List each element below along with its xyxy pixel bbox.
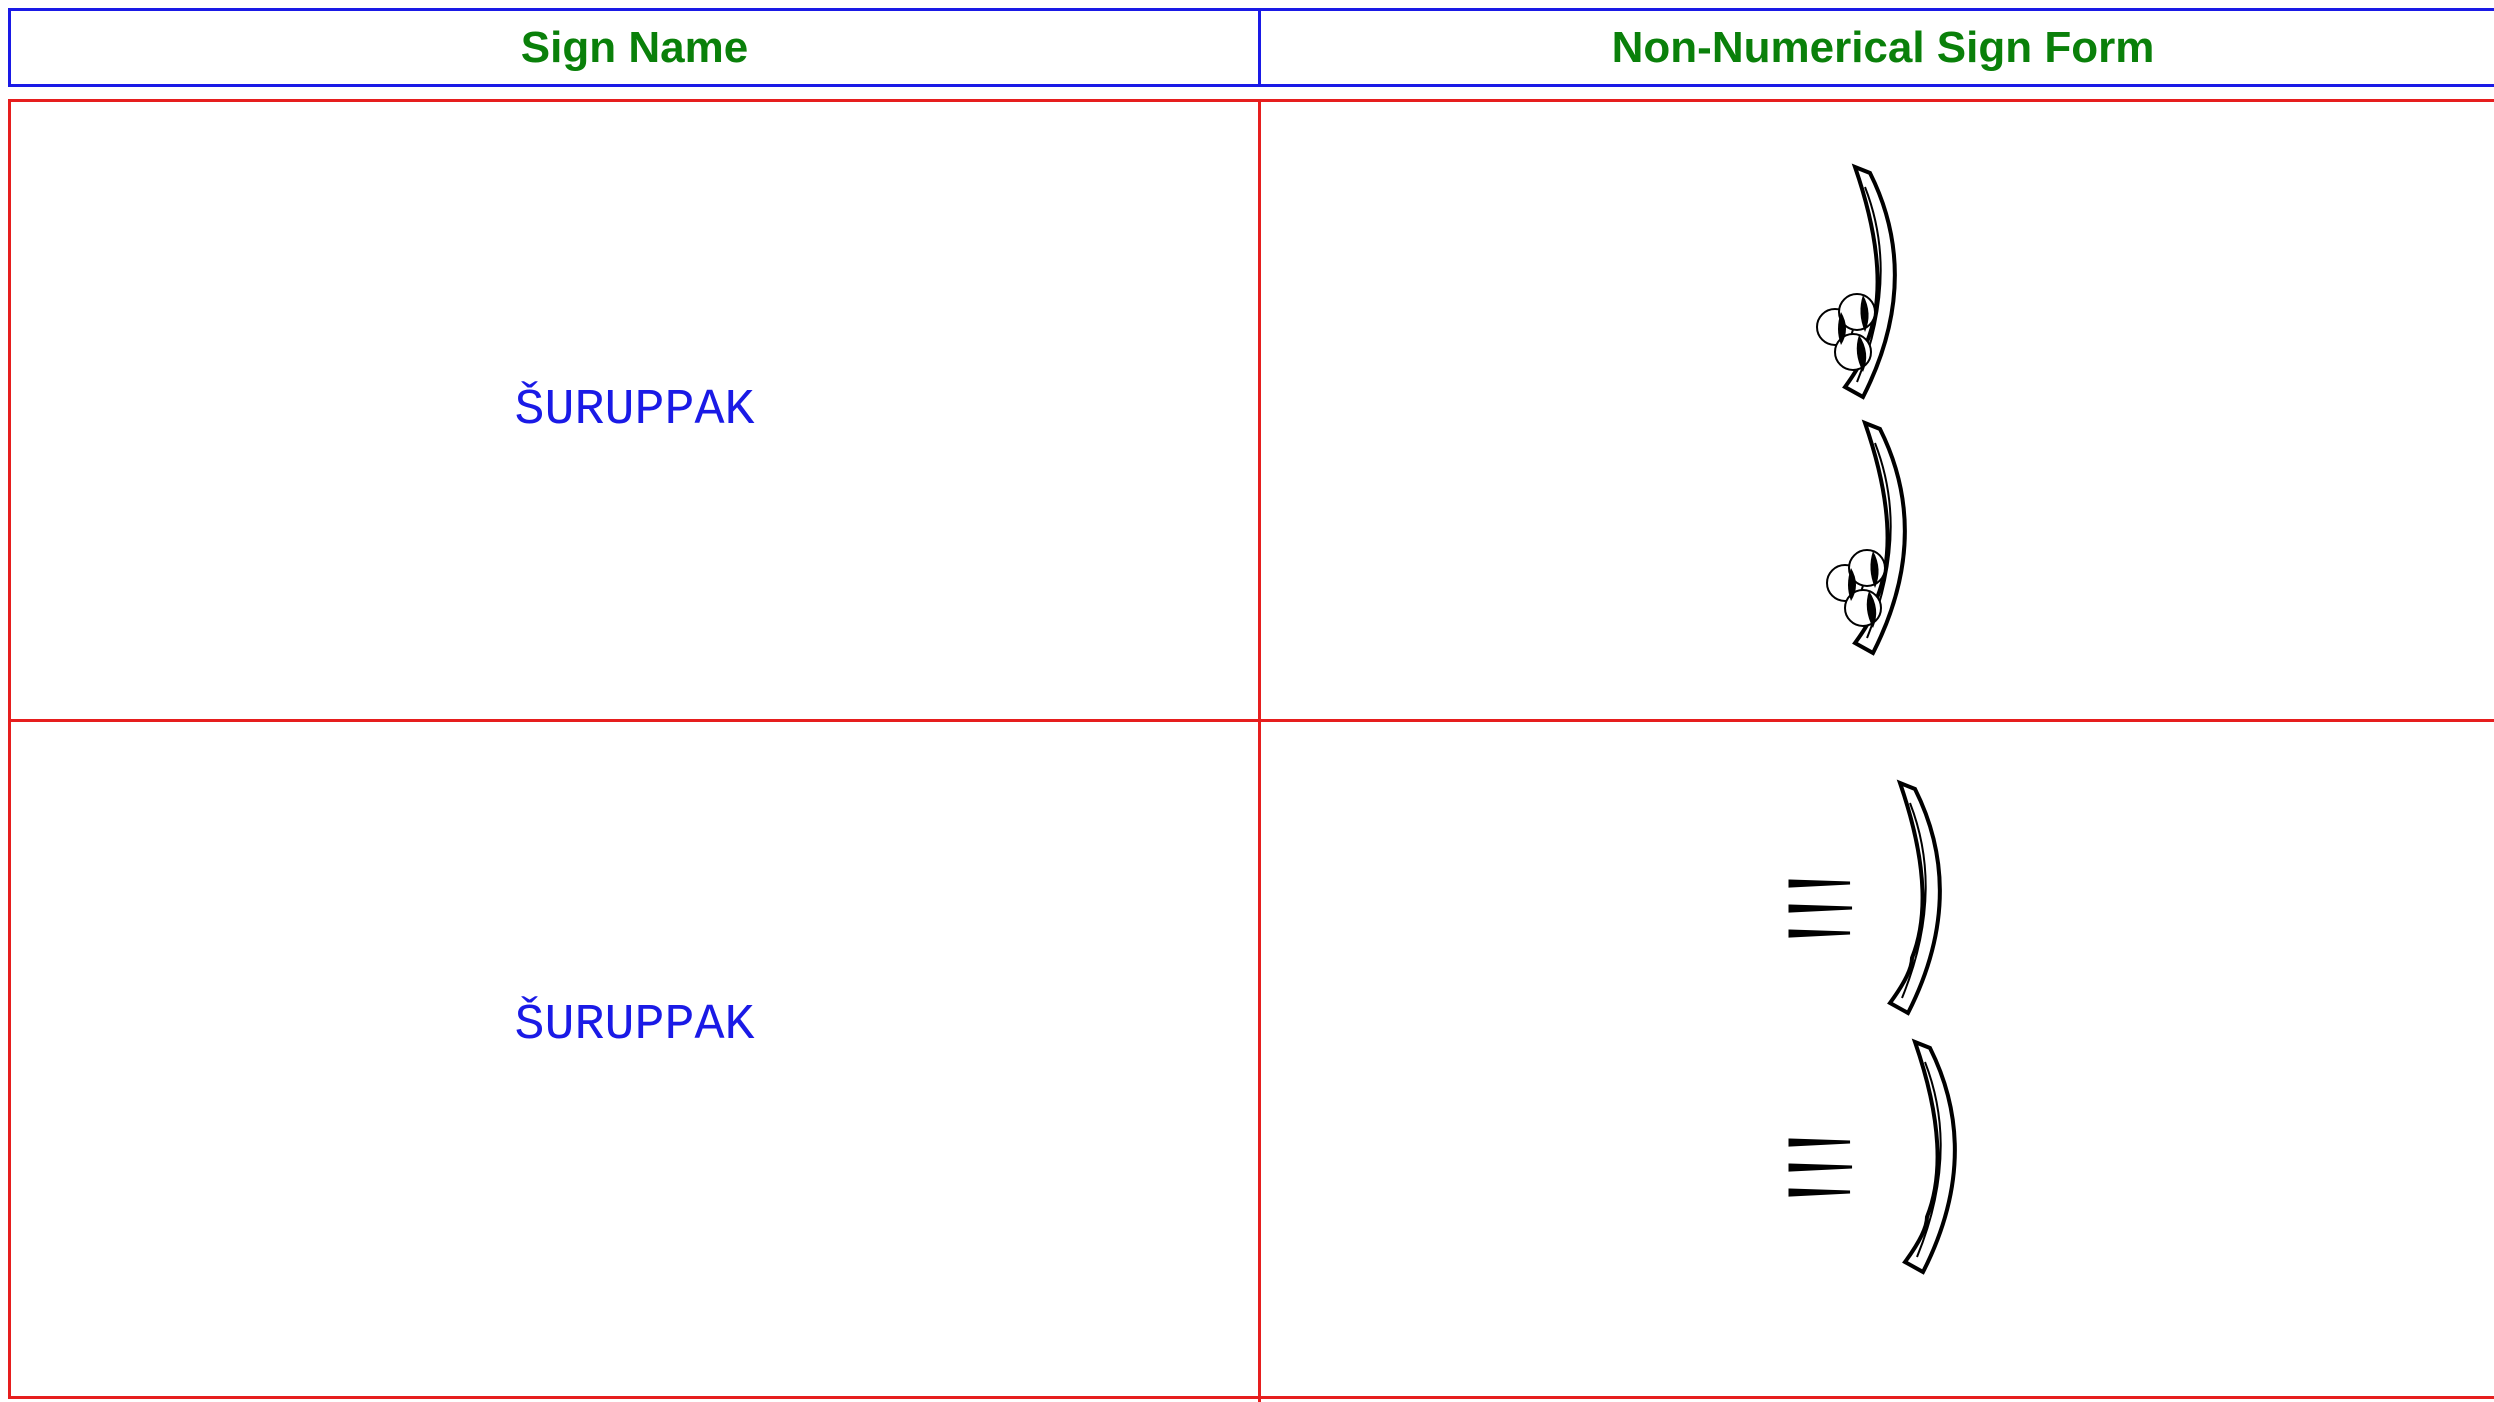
sign-forms xyxy=(1788,165,1957,1274)
sign-glyph xyxy=(1788,781,1942,1015)
sign-glyph xyxy=(1816,165,1897,399)
page: Sign Name Non-Numerical Sign Form ŠURUPP… xyxy=(8,8,2494,1402)
sign-name: ŠURUPPAK xyxy=(514,382,755,439)
header-row: Sign Name Non-Numerical Sign Form xyxy=(8,8,2494,87)
sign-glyph xyxy=(1826,421,1907,655)
divider xyxy=(1258,11,1261,84)
sign-name: ŠURUPPAK xyxy=(514,997,755,1054)
divider xyxy=(1258,102,1261,1402)
divider xyxy=(11,719,2494,722)
header-cell: Non-Numerical Sign Form xyxy=(1611,22,2155,72)
sign-glyph xyxy=(1788,1040,1957,1274)
header-cell: Sign Name xyxy=(520,22,749,72)
